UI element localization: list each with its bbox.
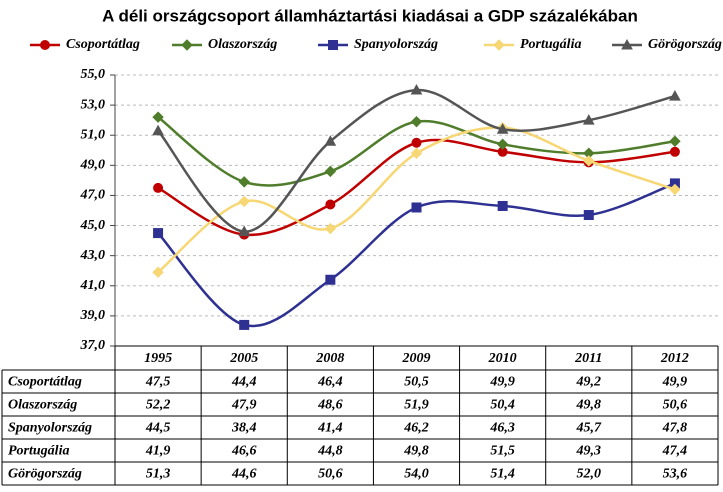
table-cell: 50,4 <box>490 398 515 413</box>
table-cell: 49,3 <box>576 444 602 459</box>
marker <box>325 199 336 210</box>
table-cell: 46,6 <box>231 444 257 459</box>
table-cell: 38,4 <box>231 421 257 436</box>
marker <box>324 165 337 178</box>
table-row-label: Csoportátlag <box>8 375 82 390</box>
table-row-label: Spanyolország <box>8 421 92 436</box>
marker <box>152 124 164 136</box>
x-tick-label: 1995 <box>144 351 172 366</box>
marker <box>496 123 509 134</box>
marker <box>621 38 633 50</box>
marker <box>583 210 594 221</box>
table-cell: 48,6 <box>317 398 343 413</box>
marker <box>40 40 50 50</box>
y-tick-label: 41,0 <box>80 278 106 293</box>
marker <box>582 114 595 125</box>
table-cell: 52,0 <box>577 467 602 482</box>
table-row-label: Görögország <box>8 467 82 482</box>
marker <box>669 183 681 196</box>
y-tick-label: 55,0 <box>81 67 106 82</box>
table-cell: 49,2 <box>576 375 602 390</box>
table-row-label: Olaszország <box>8 398 77 413</box>
table-cell: 44,5 <box>145 421 171 436</box>
marker <box>496 138 509 150</box>
marker <box>410 115 423 128</box>
table-cell: 49,9 <box>489 375 515 390</box>
table-cell: 51,9 <box>404 398 429 413</box>
y-tick-label: 49,0 <box>80 158 106 173</box>
marker <box>583 155 595 167</box>
marker <box>152 111 164 123</box>
x-tick-label: 2005 <box>229 351 258 366</box>
marker <box>152 266 164 278</box>
legend-label: Olaszország <box>208 37 277 52</box>
chart-title: A déli országcsoport államháztartási kia… <box>102 6 638 25</box>
table-cell: 46,3 <box>489 421 515 436</box>
marker <box>669 146 680 157</box>
marker <box>324 222 337 235</box>
table-cell: 49,9 <box>662 375 688 390</box>
y-tick-label: 53,0 <box>81 97 106 112</box>
marker <box>411 202 422 213</box>
legend-label: Portugália <box>520 37 581 52</box>
table-cell: 51,5 <box>490 444 515 459</box>
marker <box>181 39 193 51</box>
table-cell: 45,7 <box>576 421 603 436</box>
marker <box>410 84 423 95</box>
legend-label: Spanyolország <box>354 37 438 52</box>
table-cell: 41,9 <box>145 444 171 459</box>
marker <box>328 40 338 50</box>
table-cell: 54,0 <box>404 467 429 482</box>
table-cell: 51,3 <box>146 467 171 482</box>
y-tick-label: 51,0 <box>81 127 106 142</box>
y-tick-label: 39,0 <box>80 308 106 323</box>
y-tick-label: 47,0 <box>80 188 106 203</box>
table-cell: 47,5 <box>145 375 171 390</box>
table-cell: 46,4 <box>317 375 343 390</box>
legend-label: Csoportátlag <box>66 37 140 52</box>
marker <box>238 176 250 188</box>
table-cell: 50,6 <box>318 467 343 482</box>
legend-label: Görögország <box>648 37 722 52</box>
marker <box>669 90 681 101</box>
x-tick-label: 2008 <box>315 351 344 366</box>
marker <box>153 228 164 239</box>
marker <box>238 195 250 208</box>
table-cell: 49,8 <box>403 444 429 459</box>
x-tick-label: 2011 <box>574 351 602 366</box>
table-cell: 44,4 <box>231 375 257 390</box>
y-tick-label: 43,0 <box>80 248 106 263</box>
table-row-label: Portugália <box>8 444 69 459</box>
table-cell: 52,2 <box>146 398 171 413</box>
marker <box>497 200 508 211</box>
y-tick-label: 45,0 <box>80 218 106 233</box>
x-tick-label: 2010 <box>488 351 517 366</box>
table-cell: 53,6 <box>663 467 688 482</box>
x-tick-label: 2009 <box>402 351 431 366</box>
table-cell: 49,8 <box>576 398 602 413</box>
y-tick-label: 37,0 <box>80 338 106 353</box>
marker <box>238 225 251 237</box>
marker <box>324 135 337 146</box>
table-cell: 50,5 <box>404 375 429 390</box>
x-tick-label: 2012 <box>660 351 689 366</box>
table-cell: 47,8 <box>662 421 688 436</box>
table-cell: 47,9 <box>231 398 257 413</box>
table-cell: 41,4 <box>317 421 343 436</box>
table-cell: 44,8 <box>317 444 343 459</box>
table-cell: 50,6 <box>663 398 688 413</box>
marker <box>153 182 164 193</box>
table-cell: 51,4 <box>490 467 515 482</box>
marker <box>411 137 422 148</box>
marker <box>239 319 250 330</box>
table-cell: 44,6 <box>231 467 257 482</box>
table-cell: 46,2 <box>403 421 429 436</box>
marker <box>493 39 505 51</box>
marker <box>669 135 681 147</box>
marker <box>325 274 336 285</box>
table-cell: 47,4 <box>662 444 688 459</box>
marker <box>410 147 423 159</box>
